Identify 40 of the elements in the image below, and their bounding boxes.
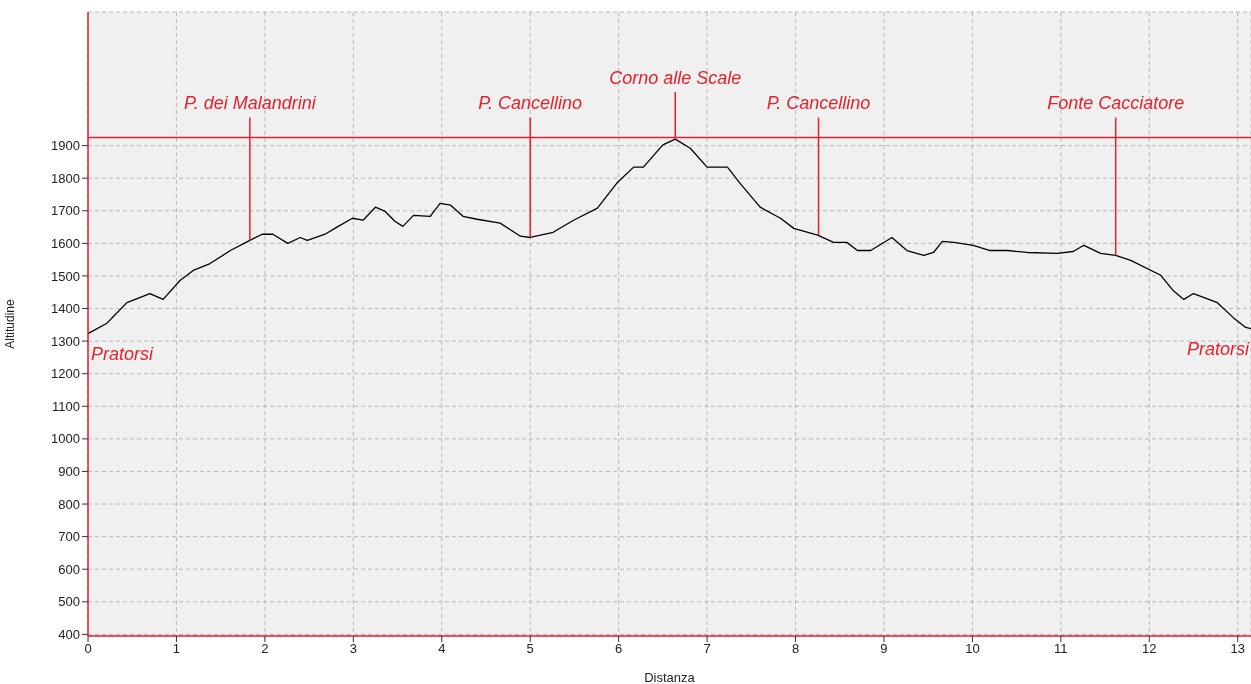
- y-tick-label: 1800: [51, 170, 80, 186]
- y-tick-label: 1400: [51, 301, 80, 317]
- x-tick-label: 5: [526, 641, 534, 657]
- x-tick-label: 13: [1230, 641, 1245, 657]
- annotation: P. Cancellino: [766, 93, 871, 114]
- x-tick-label: 0: [84, 641, 92, 657]
- x-tick-label: 4: [438, 641, 446, 657]
- x-tick-label: 10: [965, 641, 980, 657]
- x-tick-label: 12: [1142, 641, 1157, 657]
- y-axis-title: Altitudine: [3, 299, 18, 349]
- y-tick-label: 700: [58, 529, 80, 545]
- annotation: Pratorsi: [91, 343, 155, 364]
- x-tick-label: 8: [791, 641, 800, 657]
- annotation: Fonte Cacciatore: [1047, 93, 1185, 114]
- x-axis-title: Distanza: [644, 670, 696, 684]
- y-tick-label: 900: [58, 464, 80, 480]
- y-tick-label: 800: [58, 496, 80, 512]
- y-tick-label: 1900: [51, 138, 80, 154]
- y-tick-label: 1000: [51, 431, 80, 447]
- y-tick-label: 1600: [51, 235, 80, 251]
- x-tick-label: 3: [349, 641, 357, 657]
- y-tick-label: 1300: [51, 333, 80, 349]
- x-tick-label: 2: [261, 641, 269, 657]
- x-tick-label: 6: [615, 641, 623, 657]
- x-tick-label: 11: [1054, 641, 1068, 657]
- annotation: Corno alle Scale: [609, 67, 742, 88]
- line-series: [88, 138, 1251, 335]
- y-tick-label: 1100: [52, 398, 80, 414]
- annotation: Pratorsi: [1186, 338, 1250, 359]
- annotation: P. Cancellino: [478, 93, 583, 114]
- x-tick-label: 1: [172, 641, 181, 657]
- y-tick-label: 400: [58, 626, 80, 642]
- y-tick-label: 1200: [51, 366, 80, 382]
- y-tick-label: 500: [58, 594, 80, 610]
- x-tick-label: 9: [880, 641, 888, 657]
- y-tick-label: 1500: [51, 268, 80, 284]
- x-tick-label: 7: [703, 641, 711, 657]
- y-tick-label: 1700: [51, 203, 80, 219]
- annotation: P. dei Malandrini: [183, 93, 317, 114]
- y-tick-label: 600: [58, 561, 80, 577]
